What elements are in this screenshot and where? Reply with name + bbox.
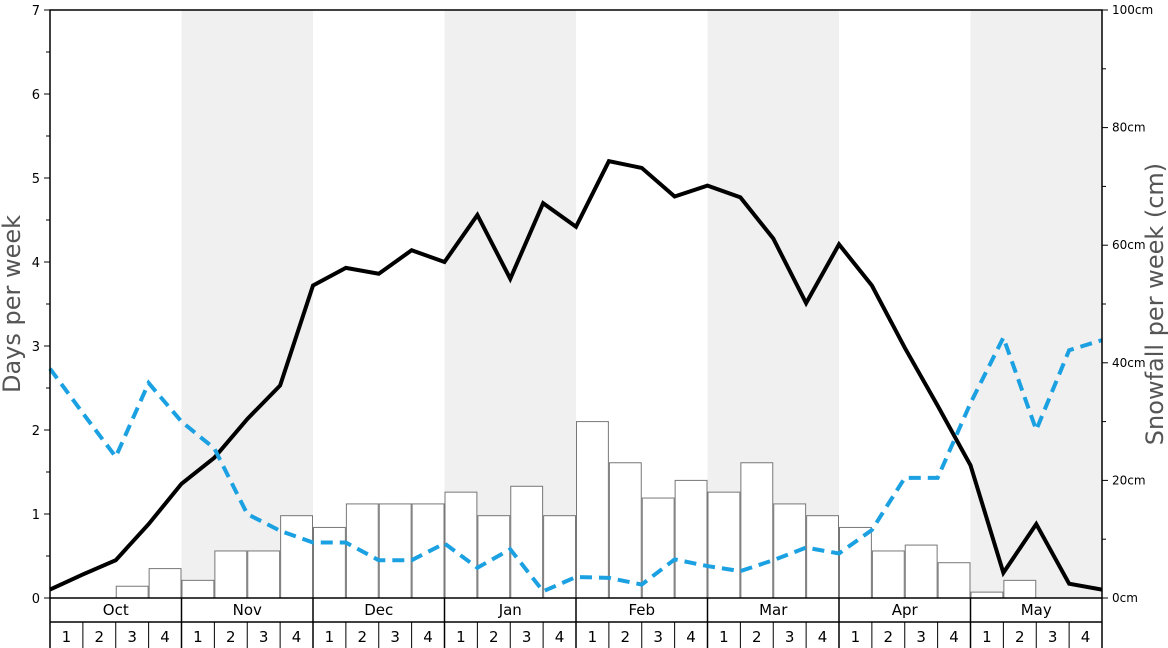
snowfall-bar <box>313 526 346 599</box>
week-label: 1 <box>982 628 992 646</box>
month-label: Jan <box>498 601 522 619</box>
left-tick-label: 3 <box>32 340 40 355</box>
week-label: 1 <box>325 628 335 646</box>
week-label: 2 <box>752 628 762 646</box>
snowfall-bar <box>707 491 741 599</box>
right-axis-title: Snowfall per week (cm) <box>1141 163 1168 445</box>
left-tick-label: 0 <box>32 592 40 607</box>
week-label: 2 <box>1015 628 1025 646</box>
week-label: 2 <box>621 628 631 646</box>
snowfall-bars <box>115 421 1037 599</box>
week-label: 3 <box>916 628 926 646</box>
month-label: Mar <box>759 601 788 619</box>
week-label: 3 <box>522 628 532 646</box>
week-label: 4 <box>949 628 959 646</box>
week-label: 1 <box>62 628 72 646</box>
left-tick-label: 6 <box>32 88 40 103</box>
snowfall-bar <box>740 462 774 599</box>
snowfall-bar <box>839 526 872 599</box>
shade-may <box>970 10 1102 598</box>
snowfall-bar <box>641 497 675 599</box>
month-label: Oct <box>103 601 129 619</box>
month-row: Oct Nov Dec Jan Feb Mar Apr May <box>49 598 1103 648</box>
dashed-line <box>48 332 1103 594</box>
snowfall-bar <box>378 503 412 599</box>
snowfall-bar <box>280 515 313 599</box>
month-label: Apr <box>892 601 919 619</box>
week-label: 3 <box>785 628 795 646</box>
right-tick-label: 100cm <box>1112 3 1153 17</box>
snowfall-bar <box>608 462 642 599</box>
month-label: May <box>1021 601 1052 619</box>
week-label: 3 <box>390 628 400 646</box>
snowfall-bar <box>904 544 938 599</box>
week-label: 3 <box>653 628 663 646</box>
week-label: 1 <box>719 628 729 646</box>
left-axis: 0 1 2 3 4 5 6 7 <box>32 4 50 607</box>
snowfall-bar <box>806 515 839 599</box>
left-tick-label: 2 <box>32 424 40 439</box>
month-shading <box>181 10 1102 598</box>
snowfall-bar <box>247 550 281 599</box>
right-tick-label: 80cm <box>1112 121 1146 135</box>
right-tick-label: 20cm <box>1112 473 1146 487</box>
week-label: 4 <box>292 628 302 646</box>
month-label: Dec <box>364 601 393 619</box>
left-tick-label: 4 <box>32 256 40 271</box>
week-label: 4 <box>555 628 565 646</box>
week-label: 4 <box>686 628 696 646</box>
snowfall-bar <box>510 485 544 599</box>
snowfall-bar <box>576 421 609 599</box>
shade-nov <box>181 10 313 598</box>
snowfall-bar <box>674 479 708 599</box>
snowfall-bar <box>1003 579 1037 599</box>
week-label: 2 <box>226 628 236 646</box>
week-label: 1 <box>193 628 203 646</box>
right-tick-label: 40cm <box>1112 356 1146 370</box>
week-label: 3 <box>259 628 269 646</box>
week-label: 2 <box>884 628 894 646</box>
week-label: 1 <box>851 628 861 646</box>
month-label: Feb <box>628 601 655 619</box>
snowfall-bar <box>181 579 215 599</box>
week-label: 3 <box>127 628 137 646</box>
week-label: 4 <box>1081 628 1091 646</box>
snowfall-bar <box>543 515 576 599</box>
week-label: 4 <box>423 628 433 646</box>
snowfall-bar <box>214 550 248 599</box>
left-tick-label: 7 <box>32 4 40 19</box>
snowfall-bar <box>773 503 807 599</box>
snowfall-bar <box>148 568 182 599</box>
left-tick-label: 1 <box>32 508 40 523</box>
snowfall-bar <box>937 562 971 599</box>
week-label: 1 <box>588 628 598 646</box>
snowfall-bar <box>871 550 905 599</box>
right-tick-label: 60cm <box>1112 238 1146 252</box>
left-axis-title: Days per week <box>0 215 26 393</box>
week-label: 2 <box>95 628 105 646</box>
days-lines <box>48 158 1103 594</box>
week-label: 1 <box>456 628 466 646</box>
week-label: 3 <box>1048 628 1058 646</box>
right-axis: 0cm 20cm 40cm 60cm 80cm 100cm <box>1102 3 1153 605</box>
snowfall-bar <box>444 491 478 599</box>
week-label: 2 <box>358 628 368 646</box>
week-row: 1 2 3 4 1 2 3 4 1 2 3 4 1 2 3 4 1 2 3 4 1 2 3 4 1 2 3 4 1 2 3 4 <box>62 622 1091 648</box>
week-label: 2 <box>489 628 499 646</box>
week-label: 4 <box>818 628 828 646</box>
left-tick-label: 5 <box>32 172 40 187</box>
right-tick-label: 0cm <box>1112 591 1138 605</box>
month-label: Nov <box>233 601 262 619</box>
snowfall-bar <box>115 585 149 599</box>
snowfall-bar <box>970 591 1004 599</box>
solid-line <box>49 158 1103 592</box>
week-label: 4 <box>160 628 170 646</box>
